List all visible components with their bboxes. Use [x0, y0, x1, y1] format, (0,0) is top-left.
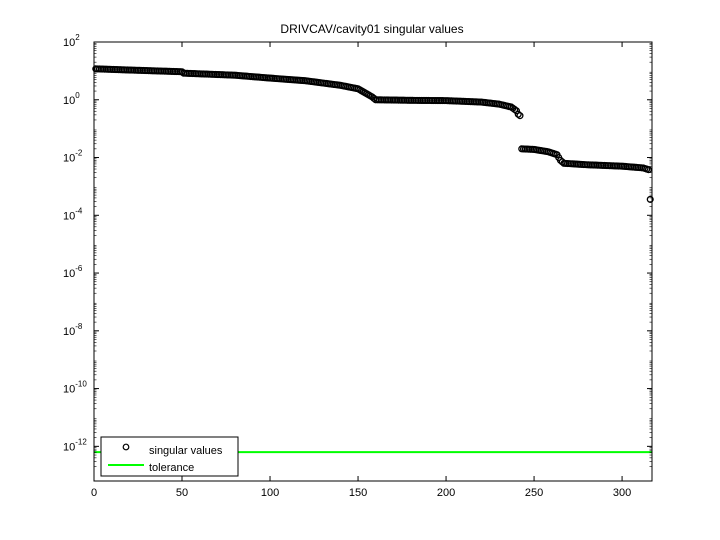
y-tick-label: 10-8: [63, 322, 83, 338]
y-tick-label: 102: [63, 33, 80, 49]
y-tick-label: 100: [63, 91, 80, 107]
x-tick-label: 0: [91, 487, 97, 499]
plot-frame: [93, 41, 653, 482]
x-tick-label: 100: [261, 487, 279, 499]
data-marks: [92, 65, 654, 203]
x-tick-label: 300: [613, 487, 631, 499]
y-axis: 102 100 10-2 10-4 10-6 10-8 10-10 10-12: [63, 33, 652, 467]
legend-box: [100, 436, 239, 477]
x-tick-label: 150: [349, 487, 367, 499]
y-tick-label: 10-4: [63, 206, 83, 222]
singular-value-point: [646, 195, 654, 203]
x-tick-label: 50: [176, 487, 188, 499]
singular-value-point: [512, 107, 521, 115]
y-tick-label: 10-6: [63, 264, 83, 280]
singular-value-point: [514, 110, 522, 118]
y-tick-label: 10-10: [63, 380, 87, 396]
y-tick-label: 10-2: [63, 149, 83, 165]
x-axis: 0 50 100 150 200 250 300: [91, 42, 631, 499]
legend-label-tolerance: tolerance: [149, 462, 194, 474]
chart-title: DRIVCAV/cavity01 singular values: [280, 22, 463, 36]
legend-label-singular-values: singular values: [149, 445, 223, 457]
x-tick-label: 200: [437, 487, 455, 499]
y-tick-label: 10-12: [63, 437, 87, 453]
x-tick-label: 250: [525, 487, 543, 499]
legend: singular values tolerance: [100, 436, 239, 477]
singular-value-point: [644, 166, 653, 174]
singular-value-point: [516, 112, 524, 120]
legend-marker-singular-values: [122, 443, 130, 451]
